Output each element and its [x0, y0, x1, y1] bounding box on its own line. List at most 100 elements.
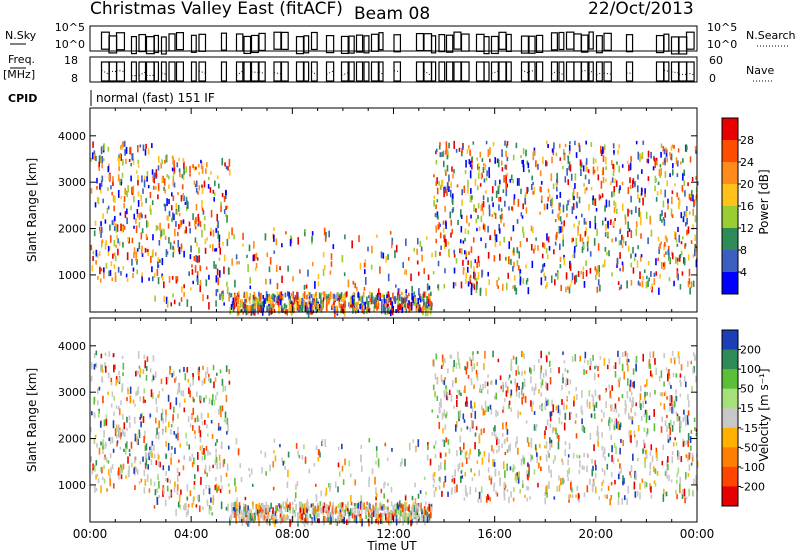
range-gate: [581, 410, 584, 416]
range-gate: [158, 155, 160, 163]
range-gate: [258, 509, 260, 514]
range-gate: [236, 497, 238, 504]
range-gate: [117, 157, 119, 161]
range-gate: [238, 261, 240, 265]
range-gate: [417, 505, 419, 513]
range-gate: [357, 503, 359, 509]
range-gate: [173, 431, 176, 435]
range-gate: [668, 257, 671, 263]
range-gate: [581, 213, 583, 218]
range-gate: [602, 264, 604, 268]
range-gate: [460, 470, 463, 474]
range-gate: [219, 247, 222, 255]
colorbar-tick-label: 8: [740, 244, 747, 257]
range-gate: [173, 167, 176, 174]
range-gate: [165, 470, 167, 476]
range-gate: [582, 165, 585, 172]
range-gate: [191, 264, 193, 268]
range-gate: [288, 300, 291, 308]
range-gate: [312, 305, 315, 311]
freq-step: [580, 61, 589, 82]
range-gate: [457, 219, 459, 226]
range-gate: [663, 488, 665, 495]
range-gate: [292, 306, 295, 314]
range-gate: [428, 504, 431, 512]
range-gate: [132, 185, 135, 194]
range-gate: [621, 203, 624, 211]
range-gate: [453, 478, 456, 484]
range-gate: [454, 377, 457, 384]
range-gate: [459, 450, 462, 456]
range-gate: [660, 370, 663, 378]
range-gate: [214, 442, 217, 447]
range-gate: [564, 449, 567, 457]
range-gate: [209, 451, 211, 456]
range-gate: [118, 166, 120, 171]
range-gate: [118, 472, 120, 480]
range-gate: [630, 209, 633, 215]
nsky-step: [625, 34, 634, 53]
range-gate: [521, 480, 524, 485]
range-gate: [393, 516, 396, 522]
range-gate: [667, 434, 669, 443]
range-gate: [197, 191, 199, 195]
range-gate: [550, 469, 552, 478]
range-gate: [106, 207, 109, 214]
range-gate: [218, 257, 221, 261]
range-gate: [611, 445, 613, 453]
range-gate: [435, 225, 437, 233]
range-gate: [273, 308, 276, 313]
range-gate: [361, 305, 364, 314]
range-gate: [163, 281, 165, 289]
range-gate: [178, 386, 181, 393]
range-gate: [664, 189, 667, 198]
range-gate: [676, 450, 679, 459]
range-gate: [658, 246, 660, 255]
range-gate: [149, 191, 152, 199]
range-gate: [535, 237, 537, 241]
range-gate: [387, 291, 390, 297]
range-gate: [674, 231, 676, 238]
freq-step: [325, 61, 335, 82]
range-gate: [372, 299, 375, 305]
range-gate: [501, 213, 503, 220]
range-gate: [322, 291, 325, 296]
range-gate: [93, 353, 96, 359]
range-gate: [493, 255, 496, 262]
range-gate: [499, 214, 502, 220]
range-gate: [552, 459, 555, 464]
range-gate: [647, 176, 650, 182]
range-gate: [208, 508, 211, 515]
range-gate: [305, 284, 308, 289]
range-gate: [328, 483, 330, 488]
range-gate: [101, 175, 104, 182]
range-gate: [218, 408, 220, 416]
range-gate: [142, 188, 144, 194]
range-gate: [482, 195, 485, 201]
range-gate: [429, 458, 432, 466]
range-gate: [664, 420, 667, 427]
range-gate: [434, 373, 437, 380]
range-gate: [195, 216, 197, 224]
range-gate: [126, 441, 128, 450]
range-gate: [253, 240, 255, 249]
range-gate: [136, 258, 138, 265]
range-gate: [130, 205, 132, 211]
range-gate: [279, 291, 282, 299]
range-gate: [599, 195, 602, 199]
range-gate: [137, 145, 139, 153]
range-gate: [519, 276, 522, 283]
range-gate: [119, 470, 122, 475]
range-gate: [471, 366, 474, 373]
range-gate: [559, 202, 561, 207]
range-gate: [421, 295, 424, 299]
range-gate: [205, 484, 207, 490]
range-gate: [254, 514, 256, 521]
range-gate: [317, 303, 319, 311]
range-gate: [177, 501, 180, 508]
range-gate: [109, 436, 112, 445]
range-gate: [524, 192, 527, 197]
range-gate: [576, 485, 579, 492]
range-gate: [404, 291, 407, 298]
